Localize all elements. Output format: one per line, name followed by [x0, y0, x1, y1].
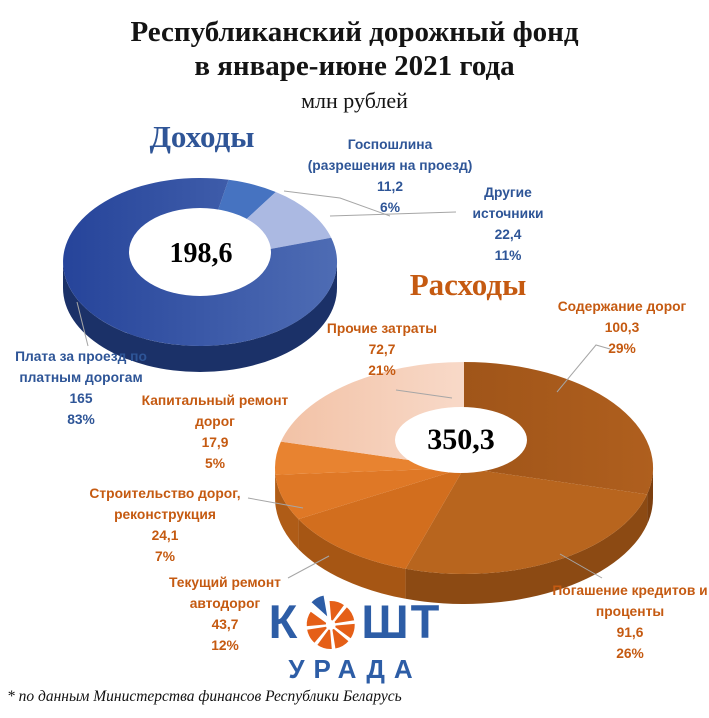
logo-pie-wedge: [304, 608, 334, 629]
expense-label-4-percent: 5%: [205, 456, 225, 471]
expense-slice-side-1: [405, 494, 648, 604]
revenue-slice-side-2: [63, 262, 337, 372]
leader-line-2: [76, 301, 89, 347]
expense-label-3: Строительство дорог, реконструкция 24,1 7%: [89, 483, 240, 567]
revenue-label-0-value: 11,2: [376, 179, 404, 194]
logo-pie-wedge: [327, 604, 357, 627]
revenue-donut-hole: [129, 208, 271, 296]
expense-label-2: Текущий ремонт автодорог 43,7 12%: [169, 572, 281, 656]
revenue-label-1-value: 22,4: [494, 227, 522, 242]
revenue-label-2-text: Плата за проезд по: [15, 349, 147, 364]
expense-slice-1: [405, 468, 648, 574]
logo-pie-wedge: [327, 599, 347, 628]
revenue-label-0: Госпошлина (разрешения на проезд) 11,2 6%: [308, 134, 473, 218]
expense-label-0-text: Содержание дорог: [557, 299, 687, 314]
revenue-label-1-text: Другие: [484, 185, 532, 200]
revenue-label-0-percent: 6%: [380, 200, 400, 215]
expense-label-4-text: дорог: [195, 414, 235, 429]
expense-label-0-percent: 29%: [608, 341, 636, 356]
expense-label-0-value: 100,3: [604, 320, 640, 335]
page-title-line-2: в январе-июне 2021 года: [194, 50, 515, 82]
expense-label-0: Содержание дорог 100,3 29%: [558, 296, 687, 359]
leader-line-3: [556, 344, 611, 393]
expense-label-4: Капитальный ремонт дорог 17,9 5%: [142, 390, 289, 474]
expense-label-5-value: 72,7: [368, 342, 396, 357]
expense-label-5-percent: 21%: [368, 363, 396, 378]
expense-label-2-text: Текущий ремонт: [169, 575, 281, 590]
expense-label-3-percent: 7%: [155, 549, 175, 564]
page-title-line-1: Республиканский дорожный фонд: [130, 16, 579, 48]
expense-label-2-percent: 12%: [211, 638, 239, 653]
expense-slice-side-2: [298, 519, 406, 599]
leader-line-0: [283, 190, 391, 217]
leader-line-7: [559, 553, 603, 579]
logo-letters-sht: ШТ: [361, 595, 442, 648]
logo-subtitle: УРАДА: [288, 654, 422, 684]
leader-line-1: [329, 211, 457, 217]
expense-slice-side-0: [647, 468, 654, 525]
leader-line-4: [395, 389, 453, 399]
expense-donut-hole: [395, 407, 527, 473]
logo: К ШТ УРАДА: [269, 591, 442, 685]
revenue-chart-heading: Доходы: [149, 119, 255, 154]
revenue-label-2-value: 165: [69, 391, 93, 406]
logo-wordmark: К ШТ: [269, 591, 442, 653]
source-footnote: * по данным Министерства финансов Респуб…: [7, 688, 402, 705]
revenue-label-2: Плата за проезд по платным дорогам 165 83%: [15, 346, 147, 430]
expense-label-5: Прочие затраты 72,7 21%: [327, 318, 437, 381]
logo-pie-wedge: [328, 622, 351, 651]
expense-label-3-value: 24,1: [151, 528, 179, 543]
expense-label-4-value: 17,9: [201, 435, 229, 450]
leader-line-5: [247, 497, 304, 509]
logo-pie-blue-wedge: [308, 593, 330, 622]
expense-label-1-percent: 26%: [616, 646, 644, 661]
leader-line-6: [287, 555, 330, 579]
revenue-label-2-percent: 83%: [67, 412, 95, 427]
revenue-slice-2: [63, 177, 338, 346]
expense-label-1-text: Погашение кредитов и: [552, 583, 708, 598]
logo-pie-center: [325, 620, 336, 630]
logo-pie-wedge: [314, 622, 334, 651]
page-title-units: млн рублей: [301, 88, 408, 113]
revenue-label-1: Другие источники 22,4 11%: [472, 182, 543, 266]
revenue-label-0-text: Госпошлина: [347, 137, 433, 152]
revenue-label-1-text: источники: [472, 206, 544, 221]
expense-label-1-text: проценты: [595, 604, 665, 619]
revenue-label-2-text: платным дорогам: [19, 370, 143, 385]
expense-slice-4: [275, 441, 464, 475]
expense-label-3-text: Строительство дорог,: [89, 486, 241, 501]
expense-chart-heading: Расходы: [409, 267, 527, 302]
expense-slice-side-3: [275, 474, 299, 550]
logo-letter-k: К: [268, 595, 300, 648]
expense-total-value: 350,3: [427, 423, 495, 456]
expense-label-2-text: автодорог: [189, 596, 261, 611]
revenue-label-1-percent: 11%: [494, 248, 522, 263]
logo-pie-wedge: [304, 623, 333, 646]
expense-slice-2: [298, 468, 464, 569]
logo-pie-wedge: [327, 621, 357, 642]
revenue-total-value: 198,6: [169, 238, 233, 269]
expense-label-2-value: 43,7: [211, 617, 239, 632]
expense-slice-3: [275, 468, 464, 520]
logo-pie-icon: [304, 593, 357, 651]
revenue-label-0-text: (разрешения на проезд): [307, 158, 473, 173]
expense-label-4-text: Капитальный ремонт: [141, 393, 289, 408]
expense-label-3-text: реконструкция: [114, 507, 216, 522]
expense-label-1-value: 91,6: [616, 625, 644, 640]
expense-label-5-text: Прочие затраты: [326, 321, 438, 336]
expense-label-1: Погашение кредитов и проценты 91,6 26%: [552, 580, 707, 664]
